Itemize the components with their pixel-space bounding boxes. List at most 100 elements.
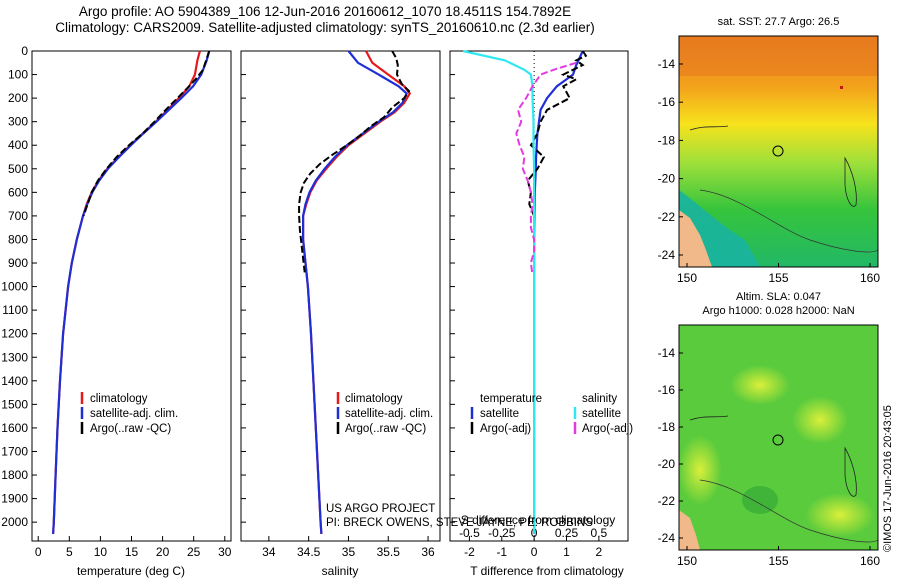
sla-bathymetry-contour bbox=[699, 479, 878, 543]
legend-label-climatology: climatology bbox=[90, 393, 148, 405]
map-x-tick-label: 150 bbox=[677, 554, 697, 568]
sla-map-title-line1: Altim. SLA: 0.047 bbox=[736, 291, 821, 303]
y-tick-label: 1800 bbox=[1, 468, 28, 482]
sla-low-1 bbox=[742, 486, 778, 514]
sst-reef-contour bbox=[689, 125, 729, 131]
sst-map bbox=[678, 35, 879, 268]
map-x-tick-label: 160 bbox=[860, 554, 880, 568]
x2-tick-label: 0.25 bbox=[555, 526, 579, 540]
map-y-tick-label: -20 bbox=[658, 172, 676, 186]
series-climatology bbox=[302, 50, 412, 534]
temperature-xlabel: temperature (deg C) bbox=[77, 564, 185, 578]
sst-warm-band bbox=[679, 36, 878, 76]
legend-label-argo: Argo(..raw -QC) bbox=[345, 423, 426, 435]
map-y-tick-label: -16 bbox=[658, 383, 676, 397]
legend-label-temp-argo: Argo(-adj) bbox=[480, 423, 531, 435]
legend-label-sal-satellite: satellite bbox=[582, 408, 621, 420]
difference-xlabel-top: S difference from climatology bbox=[461, 513, 616, 527]
x-tick-label: -1 bbox=[496, 545, 507, 559]
y-tick-label: 2000 bbox=[1, 515, 28, 529]
x-tick-label: 1 bbox=[563, 545, 570, 559]
x2-tick-label: 0.5 bbox=[591, 526, 608, 540]
y-tick-label: 1300 bbox=[1, 350, 28, 364]
legend-heading-salinity: salinity bbox=[582, 393, 617, 405]
temperature-panel-frame bbox=[31, 50, 232, 542]
x-tick-label: 34 bbox=[262, 545, 276, 559]
map-x-tick-label: 150 bbox=[677, 271, 697, 285]
y-tick-label: 500 bbox=[8, 162, 28, 176]
y-tick-label: 100 bbox=[8, 68, 28, 82]
sla-high-3 bbox=[679, 435, 722, 505]
map-y-tick-label: -24 bbox=[658, 248, 676, 262]
x-tick-label: 15 bbox=[125, 545, 139, 559]
map-y-tick-label: -14 bbox=[658, 57, 676, 71]
sst-plateau-contour bbox=[844, 156, 857, 207]
map-x-tick-label: 155 bbox=[768, 271, 788, 285]
map-y-tick-label: -22 bbox=[658, 494, 676, 508]
y-tick-label: 600 bbox=[8, 185, 28, 199]
map-y-tick-label: -14 bbox=[658, 346, 676, 360]
x2-tick-label: -0.25 bbox=[488, 526, 516, 540]
chart-title-line1: Argo profile: AO 5904389_106 12-Jun-2016… bbox=[78, 4, 572, 19]
sla-high-1 bbox=[730, 365, 790, 405]
x-tick-label: 0 bbox=[531, 545, 538, 559]
sla-map bbox=[678, 324, 879, 551]
legend-label-climatology: climatology bbox=[345, 393, 403, 405]
y-tick-label: 1100 bbox=[2, 303, 28, 317]
x-tick-label: 10 bbox=[94, 545, 108, 559]
map-y-tick-label: -24 bbox=[658, 531, 676, 545]
sla-reef-contour bbox=[689, 415, 729, 421]
legend-label-satellite: satellite-adj. clim. bbox=[90, 408, 178, 420]
y-tick-label: 700 bbox=[8, 209, 28, 223]
y-tick-label: 1000 bbox=[1, 280, 28, 294]
y-tick-label: 800 bbox=[8, 232, 28, 246]
y-tick-label: 1900 bbox=[1, 492, 28, 506]
x-tick-label: 0 bbox=[35, 545, 42, 559]
x-tick-label: 35.5 bbox=[377, 545, 401, 559]
y-tick-label: 1400 bbox=[1, 374, 28, 388]
sst-map-title: sat. SST: 27.7 Argo: 26.5 bbox=[717, 16, 840, 28]
legend-label-temp-satellite: satellite bbox=[480, 408, 519, 420]
salinity-xlabel: salinity bbox=[322, 564, 359, 578]
series-satellite-adj-clim- bbox=[302, 50, 408, 534]
map-y-tick-label: -22 bbox=[658, 210, 676, 224]
sst-land bbox=[679, 210, 712, 267]
y-tick-label: 1600 bbox=[1, 421, 28, 435]
legend-heading-temperature: temperature bbox=[480, 393, 542, 405]
series-salinity-satellite bbox=[462, 49, 536, 534]
x-tick-label: 34.5 bbox=[297, 545, 321, 559]
difference-panel-frame bbox=[449, 50, 629, 542]
x-tick-label: 36 bbox=[421, 545, 435, 559]
y-tick-label: 1200 bbox=[1, 327, 28, 341]
series-temperature-argo-adj- bbox=[526, 50, 588, 217]
y-tick-label: 900 bbox=[8, 256, 28, 270]
sla-high-4 bbox=[805, 493, 875, 537]
credit-pi: PI: BRECK OWENS, STEVE JAYNE, PE: ROBBIN… bbox=[326, 517, 593, 529]
y-tick-label: 400 bbox=[8, 138, 28, 152]
salinity-legend: climatology satellite-adj. clim. Argo(..… bbox=[336, 392, 433, 435]
x-tick-label: 25 bbox=[187, 545, 201, 559]
chart-title-line2: Climatology: CARS2009. Satellite-adjuste… bbox=[55, 20, 595, 35]
sla-argo-marker bbox=[772, 434, 784, 446]
map-y-tick-label: -18 bbox=[658, 420, 676, 434]
axis-ticks: 0 5 10 15 20 25 300100200300400500600700800900… bbox=[1, 44, 607, 559]
x-tick-label: -2 bbox=[464, 545, 475, 559]
sst-bathymetry-contour bbox=[699, 189, 878, 253]
series-satellite-adj-clim- bbox=[52, 50, 211, 534]
y-tick-label: 1700 bbox=[1, 444, 28, 458]
x-tick-label: 30 bbox=[218, 545, 232, 559]
series-argo-raw-qc- bbox=[298, 50, 411, 273]
x-tick-label: 5 bbox=[66, 545, 73, 559]
sst-argo-marker bbox=[772, 145, 784, 157]
map-x-tick-label: 160 bbox=[860, 271, 880, 285]
sla-high-2 bbox=[792, 396, 848, 444]
y-tick-label: 1500 bbox=[1, 397, 28, 411]
imos-timestamp: ©IMOS 17-Jun-2016 20:43:05 bbox=[882, 405, 894, 552]
series-argo-raw-qc- bbox=[82, 50, 211, 217]
y-tick-label: 300 bbox=[8, 115, 28, 129]
series-climatology bbox=[52, 50, 201, 534]
difference-xlabel: T difference from climatology bbox=[470, 564, 624, 578]
y-tick-label: 0 bbox=[21, 44, 28, 58]
